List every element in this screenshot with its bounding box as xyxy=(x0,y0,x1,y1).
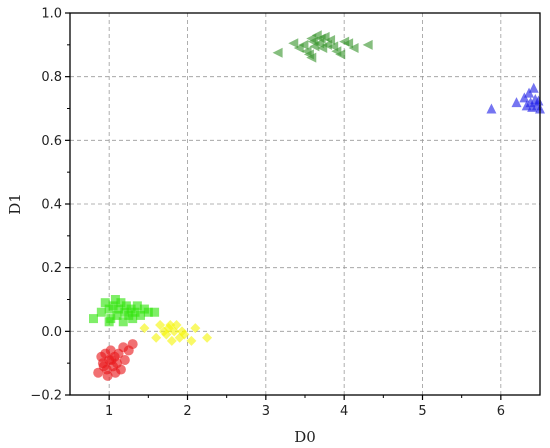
data-point-diamond xyxy=(171,319,182,330)
data-point-square xyxy=(114,304,124,314)
data-point-circle xyxy=(110,367,121,378)
data-point-square xyxy=(112,310,122,320)
x-tick-label: 3 xyxy=(262,404,270,419)
data-point-square xyxy=(150,307,160,317)
data-point-triangle-left xyxy=(328,41,339,52)
grid-lines xyxy=(70,13,540,395)
data-point-diamond xyxy=(165,319,176,330)
data-point-diamond xyxy=(151,332,162,343)
data-point-triangle-up xyxy=(528,82,539,93)
data-point-square xyxy=(132,301,142,311)
data-point-triangle-left xyxy=(362,39,373,50)
x-tick-label: 5 xyxy=(418,404,426,419)
data-point-triangle-left xyxy=(306,33,317,44)
data-point-triangle-left xyxy=(325,35,336,46)
data-point-triangle-left xyxy=(321,39,332,50)
data-point-square xyxy=(128,314,138,324)
x-tick-label: 6 xyxy=(497,404,505,419)
data-point-square xyxy=(100,298,110,308)
data-point-square xyxy=(136,310,145,320)
data-point-triangle-left xyxy=(335,49,346,60)
data-points xyxy=(89,30,545,381)
data-point-triangle-up xyxy=(533,95,544,106)
y-tick-label: 0.0 xyxy=(41,325,62,340)
data-point-diamond xyxy=(179,329,190,340)
data-point-diamond xyxy=(202,332,213,343)
data-point-circle xyxy=(119,354,130,365)
data-point-square xyxy=(118,317,128,327)
data-point-triangle-left xyxy=(272,47,283,58)
data-point-diamond xyxy=(186,335,197,346)
data-point-triangle-up xyxy=(486,103,497,114)
data-point-triangle-up xyxy=(511,97,522,108)
data-point-square xyxy=(89,314,98,324)
data-point-triangle-left xyxy=(288,38,299,49)
x-axis-label: D0 xyxy=(294,428,316,446)
y-tick-label: 0.8 xyxy=(41,70,62,85)
data-point-triangle-left xyxy=(343,38,354,49)
data-point-circle xyxy=(106,354,117,365)
data-point-square xyxy=(110,295,120,304)
y-tick-label: 0.6 xyxy=(41,134,62,149)
data-point-triangle-left xyxy=(348,43,359,54)
data-point-square xyxy=(143,307,153,317)
y-tick-label: 0.4 xyxy=(41,198,62,213)
data-point-triangle-left xyxy=(306,52,317,63)
y-axis-label: D1 xyxy=(6,193,24,215)
data-point-diamond xyxy=(139,323,150,334)
data-point-circle xyxy=(102,370,113,381)
data-point-square xyxy=(130,307,140,317)
data-point-diamond xyxy=(166,335,177,346)
x-tick-label: 4 xyxy=(340,404,348,419)
x-tick-label: 1 xyxy=(105,404,113,419)
data-point-diamond xyxy=(155,319,166,330)
x-tick-label: 2 xyxy=(183,404,191,419)
axis-ticks: 1 2 3 4 5 6 −0.2 0.0 0.2 0.4 0.6 0.8 1.0 xyxy=(30,7,505,420)
data-point-triangle-left xyxy=(298,39,309,50)
data-point-square xyxy=(104,317,114,327)
data-point-square xyxy=(108,301,118,311)
data-point-square xyxy=(96,307,106,317)
data-point-circle xyxy=(123,345,134,356)
y-tick-label: 0.2 xyxy=(41,261,62,276)
data-point-square xyxy=(121,301,131,311)
data-point-circle xyxy=(98,361,109,372)
y-tick-label: −0.2 xyxy=(30,389,62,404)
y-tick-label: 1.0 xyxy=(41,7,62,22)
data-point-diamond xyxy=(190,323,201,334)
data-point-square xyxy=(116,298,126,308)
